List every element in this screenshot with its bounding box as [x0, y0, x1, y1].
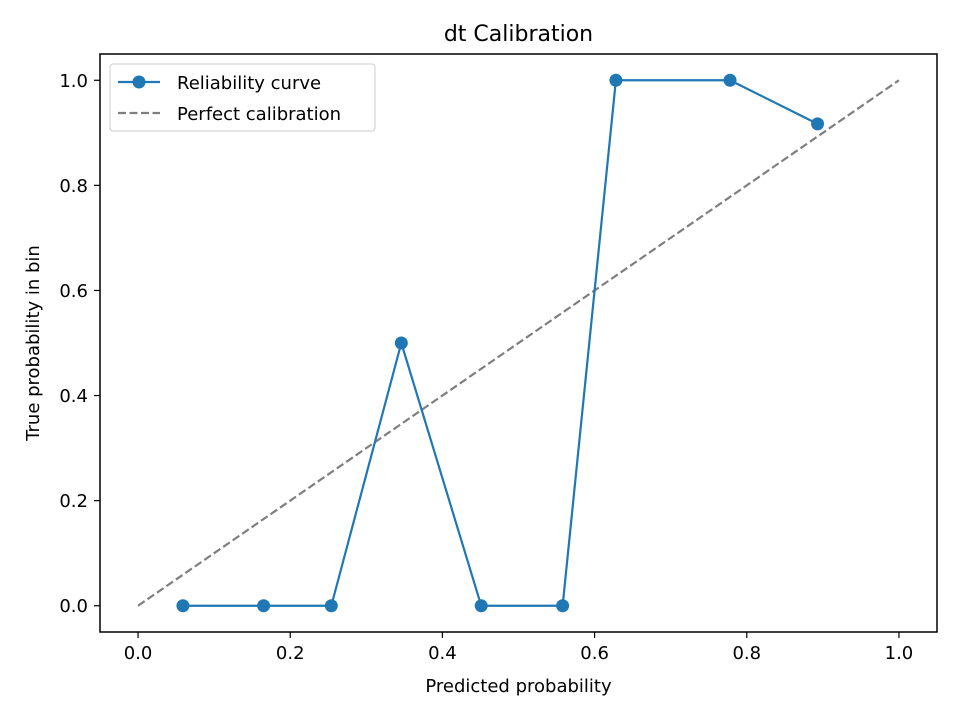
chart-title: dt Calibration — [444, 22, 593, 47]
legend: Reliability curve Perfect calibration — [109, 63, 376, 132]
y-tick-label: 0.2 — [59, 491, 88, 512]
x-tick-label: 0.2 — [276, 643, 305, 664]
x-tick-label: 0.0 — [124, 643, 153, 664]
reliability-point — [176, 599, 190, 613]
axes-frame — [99, 53, 938, 633]
x-axis-label: Predicted probability — [425, 676, 612, 697]
legend-perfect-label: Perfect calibration — [177, 104, 341, 125]
plot-area — [137, 73, 900, 613]
reliability-point — [556, 599, 570, 613]
reliability-point — [609, 73, 623, 87]
reliability-point — [474, 599, 488, 613]
y-tick-label: 0.8 — [59, 176, 88, 197]
y-tick-label: 0.6 — [59, 281, 88, 302]
legend-reliability-swatch-marker — [132, 75, 146, 89]
legend-box — [109, 63, 376, 132]
y-tick-label: 0.0 — [59, 596, 88, 617]
reliability-point — [394, 336, 408, 350]
y-axis-label: True probability in bin — [23, 245, 44, 442]
axis-ticks: 0.0 0.2 0.4 0.6 0.8 1.0 0.0 0.2 0.4 0.6 0.8 1.0 — [59, 71, 913, 664]
reliability-point — [811, 117, 825, 131]
x-tick-label: 1.0 — [885, 643, 914, 664]
y-tick-label: 0.4 — [59, 386, 88, 407]
reliability-point — [257, 599, 271, 613]
legend-reliability-label: Reliability curve — [177, 73, 321, 94]
reliability-point — [723, 73, 737, 87]
perfect-calibration-line — [137, 79, 900, 607]
x-tick-label: 0.6 — [580, 643, 609, 664]
reliability-point — [324, 599, 338, 613]
x-tick-label: 0.4 — [428, 643, 457, 664]
y-tick-label: 1.0 — [59, 71, 88, 92]
x-tick-label: 0.8 — [732, 643, 761, 664]
